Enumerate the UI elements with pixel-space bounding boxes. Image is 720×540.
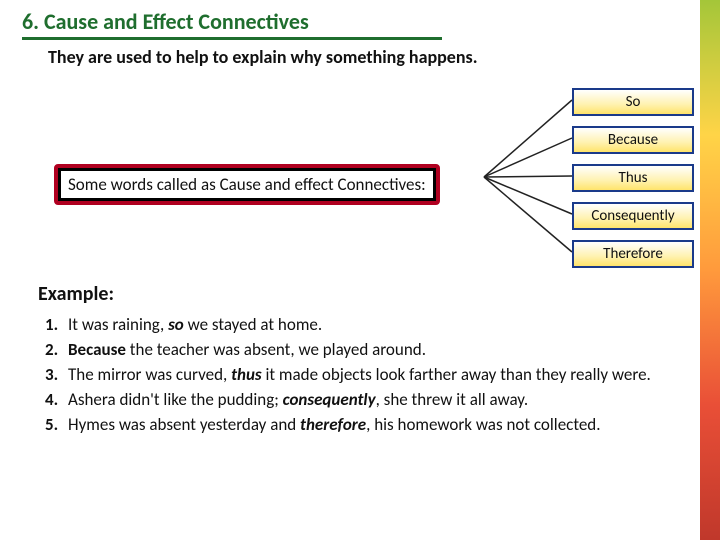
example-sentence: Hymes was absent yesterday and therefore… <box>68 414 601 435</box>
example-title: Example: <box>38 282 682 306</box>
slide-heading: 6. Cause and Effect Connectives <box>22 8 442 40</box>
word-box-thus: Thus <box>572 164 694 192</box>
connectives-diagram: Some words called as Cause and effect Co… <box>32 82 682 272</box>
word-box-therefore: Therefore <box>572 240 694 268</box>
example-sentence: The mirror was curved, thus it made obje… <box>68 364 651 385</box>
example-item: Hymes was absent yesterday and therefore… <box>62 414 682 435</box>
source-box: Some words called as Cause and effect Co… <box>54 164 440 205</box>
example-sentence: Because the teacher was absent, we playe… <box>68 339 426 360</box>
keyword: so <box>168 314 184 335</box>
keyword: consequently <box>283 389 376 410</box>
example-item: The mirror was curved, thus it made obje… <box>62 364 682 385</box>
keyword: therefore <box>300 414 366 435</box>
keyword: thus <box>231 364 262 385</box>
word-box-so: So <box>572 88 694 116</box>
word-box-consequently: Consequently <box>572 202 694 230</box>
example-list: It was raining, so we stayed at home. Bec… <box>62 314 682 435</box>
slide-subheading: They are used to help to explain why som… <box>48 46 682 68</box>
example-item: Ashera didn't like the pudding; conseque… <box>62 389 682 410</box>
keyword: Because <box>68 339 126 360</box>
word-box-because: Because <box>572 126 694 154</box>
example-item: It was raining, so we stayed at home. <box>62 314 682 335</box>
example-sentence: It was raining, so we stayed at home. <box>68 314 322 335</box>
example-sentence: Ashera didn't like the pudding; conseque… <box>68 389 528 410</box>
example-item: Because the teacher was absent, we playe… <box>62 339 682 360</box>
slide-content: 6. Cause and Effect Connectives They are… <box>0 0 700 540</box>
